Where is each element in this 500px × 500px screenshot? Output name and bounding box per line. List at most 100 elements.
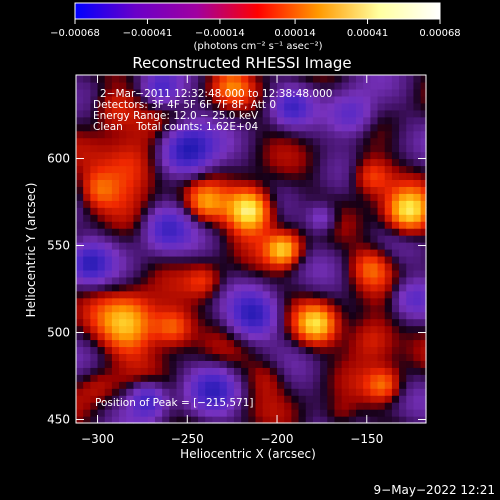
heatmap-cell [248, 207, 257, 215]
heatmap-cell [277, 276, 285, 285]
heatmap-cell [90, 109, 99, 118]
heatmap-cell [90, 95, 99, 104]
heatmap-cell [162, 374, 170, 382]
heatmap-cell [241, 165, 249, 174]
heatmap-cell [356, 109, 364, 118]
heatmap-cell [162, 75, 170, 83]
heatmap-cell [305, 88, 314, 97]
heatmap-cell [169, 304, 178, 313]
heatmap-cell [341, 228, 350, 236]
heatmap-cell [377, 332, 386, 341]
heatmap-cell [269, 102, 278, 111]
heatmap-cell [97, 102, 106, 111]
heatmap-cell [291, 249, 300, 257]
heatmap-cell [262, 109, 271, 118]
heatmap-cell [104, 318, 113, 327]
heatmap-cell [291, 311, 300, 320]
heatmap-cell [420, 395, 427, 403]
heatmap-cell [363, 151, 371, 160]
heatmap-cell [377, 200, 386, 208]
heatmap-cell [169, 179, 178, 187]
heatmap-cell [341, 88, 350, 97]
heatmap-cell [212, 325, 221, 334]
heatmap-cell [406, 130, 415, 139]
heatmap-cell [83, 290, 91, 299]
heatmap-cell [269, 297, 278, 306]
heatmap-cell [140, 290, 149, 299]
heatmap-cell [384, 123, 393, 132]
heatmap-cell [97, 283, 106, 292]
heatmap-cell [391, 269, 400, 278]
heatmap-cell [111, 137, 120, 146]
heatmap-cell [241, 269, 249, 278]
heatmap-cell [377, 367, 386, 375]
heatmap-cell [241, 137, 249, 146]
heatmap-cell [241, 179, 249, 187]
heatmap-cell [298, 325, 307, 334]
heatmap-cell [377, 116, 386, 125]
heatmap-cell [162, 151, 170, 160]
heatmap-cell [176, 339, 185, 348]
heatmap-cell [226, 269, 235, 278]
heatmap-cell [190, 116, 199, 125]
heatmap-cell [219, 388, 228, 396]
heatmap-cell [205, 130, 214, 139]
heatmap-cell [312, 346, 321, 354]
heatmap-cell [190, 95, 199, 104]
heatmap-cell [269, 388, 278, 396]
heatmap-cell [356, 95, 364, 104]
heatmap-cell [219, 193, 228, 201]
heatmap-cell [233, 235, 242, 243]
heatmap-cell [226, 75, 235, 83]
heatmap-cell [384, 325, 393, 334]
heatmap-cell [298, 332, 307, 341]
heatmap-cell [111, 186, 120, 194]
heatmap-cell [384, 297, 393, 306]
heatmap-cell [233, 339, 242, 348]
heatmap-cell [363, 318, 371, 327]
heatmap-cell [97, 255, 106, 264]
heatmap-cell [111, 311, 120, 320]
heatmap-cell [90, 402, 99, 410]
heatmap-cell [233, 255, 242, 264]
heatmap-cell [241, 123, 249, 132]
heatmap-cell [413, 116, 422, 125]
heatmap-cell [356, 262, 364, 271]
heatmap-cell [183, 283, 192, 292]
heatmap-cell [406, 151, 415, 160]
x-tick-label: −200 [261, 432, 294, 446]
heatmap-cell [183, 318, 192, 327]
heatmap-cell [126, 193, 135, 201]
heatmap-cell [341, 249, 350, 257]
heatmap-cell [284, 395, 292, 403]
heatmap-cell [413, 242, 422, 250]
heatmap-cell [241, 249, 249, 257]
heatmap-cell [269, 242, 278, 250]
heatmap-cell [90, 367, 99, 375]
heatmap-cell [341, 81, 350, 90]
heatmap-cell [248, 416, 257, 424]
heatmap-cell [104, 158, 113, 167]
heatmap-cell [233, 276, 242, 285]
heatmap-cell [83, 116, 91, 125]
heatmap-cell [255, 228, 264, 236]
heatmap-cell [262, 144, 271, 153]
heatmap-cell [334, 214, 343, 222]
heatmap-cell [119, 409, 127, 417]
heatmap-cell [255, 283, 264, 292]
heatmap-cell [147, 179, 156, 187]
heatmap-cell [233, 374, 242, 382]
heatmap-cell [284, 102, 292, 111]
heatmap-cell [291, 235, 300, 243]
heatmap-cell [133, 242, 142, 250]
heatmap-cell [348, 332, 357, 341]
heatmap-cell [76, 102, 84, 111]
heatmap-cell [140, 186, 149, 194]
heatmap-cell [384, 200, 393, 208]
heatmap-cell [140, 102, 149, 111]
heatmap-cell [298, 116, 307, 125]
heatmap-cell [205, 242, 214, 250]
heatmap-cell [384, 214, 393, 222]
heatmap-cell [154, 172, 163, 180]
heatmap-cell [226, 95, 235, 104]
